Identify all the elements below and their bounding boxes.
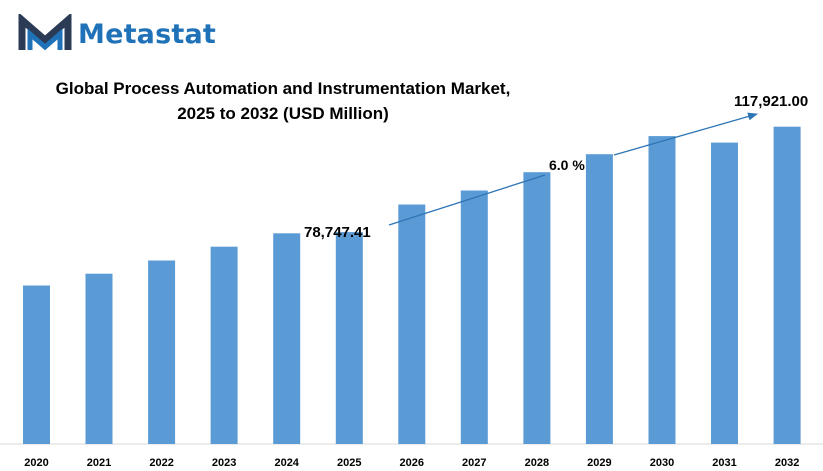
bar-2025 xyxy=(335,232,363,444)
brand-name: Metastat xyxy=(78,18,217,50)
x-tick-label: 2031 xyxy=(712,457,736,469)
chart-title-line-1: Global Process Automation and Instrument… xyxy=(55,79,511,98)
brand-logo: Metastat xyxy=(18,14,216,54)
x-tick-label: 2030 xyxy=(650,457,674,469)
bar-2020 xyxy=(23,285,50,444)
bar-2026 xyxy=(398,204,426,444)
bar-2027 xyxy=(460,190,488,444)
growth-arrow xyxy=(388,174,546,226)
annotation-start-value: 78,747.41 xyxy=(304,224,371,241)
metastat-logo-icon xyxy=(18,14,72,51)
growth-arrow-end xyxy=(613,112,758,156)
annotation-end-value: 117,921.00 xyxy=(734,93,808,110)
chart-title-line-2: 2025 to 2032 (USD Million) xyxy=(177,104,389,123)
x-tick-label: 2028 xyxy=(525,457,549,469)
bar-2023 xyxy=(210,246,238,444)
x-tick-label: 2027 xyxy=(462,457,486,469)
x-tick-label: 2022 xyxy=(149,457,173,469)
x-tick-label: 2021 xyxy=(87,457,111,469)
chart-title: Global Process Automation and Instrument… xyxy=(0,76,566,126)
bar-2030 xyxy=(648,136,676,444)
bar-2021 xyxy=(85,273,113,444)
x-tick-label: 2023 xyxy=(212,457,236,469)
x-tick-label: 2024 xyxy=(274,457,299,469)
bar-2031 xyxy=(711,142,738,444)
bar-2032 xyxy=(773,126,801,444)
x-tick-label: 2025 xyxy=(337,457,361,469)
bar-2024 xyxy=(273,233,301,444)
x-tick-label: 2032 xyxy=(775,457,799,469)
annotation-cagr: 6.0 % xyxy=(549,157,585,173)
bar-2022 xyxy=(148,260,176,444)
x-tick-label: 2029 xyxy=(587,457,611,469)
x-tick-label: 2020 xyxy=(24,457,48,469)
x-tick-label: 2026 xyxy=(400,457,424,469)
bar-2028 xyxy=(523,172,551,444)
bar-2029 xyxy=(585,154,613,444)
